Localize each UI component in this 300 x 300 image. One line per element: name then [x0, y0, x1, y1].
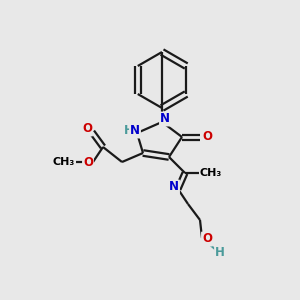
- Text: N: N: [130, 124, 140, 137]
- Text: H: H: [124, 124, 134, 136]
- Text: H: H: [215, 245, 225, 259]
- Text: O: O: [83, 157, 93, 169]
- Text: CH₃: CH₃: [53, 157, 75, 167]
- Text: CH₃: CH₃: [200, 168, 222, 178]
- Text: O: O: [82, 122, 92, 136]
- Text: N: N: [160, 112, 170, 125]
- Text: N: N: [169, 181, 179, 194]
- Text: O: O: [202, 130, 212, 143]
- Text: O: O: [202, 232, 212, 245]
